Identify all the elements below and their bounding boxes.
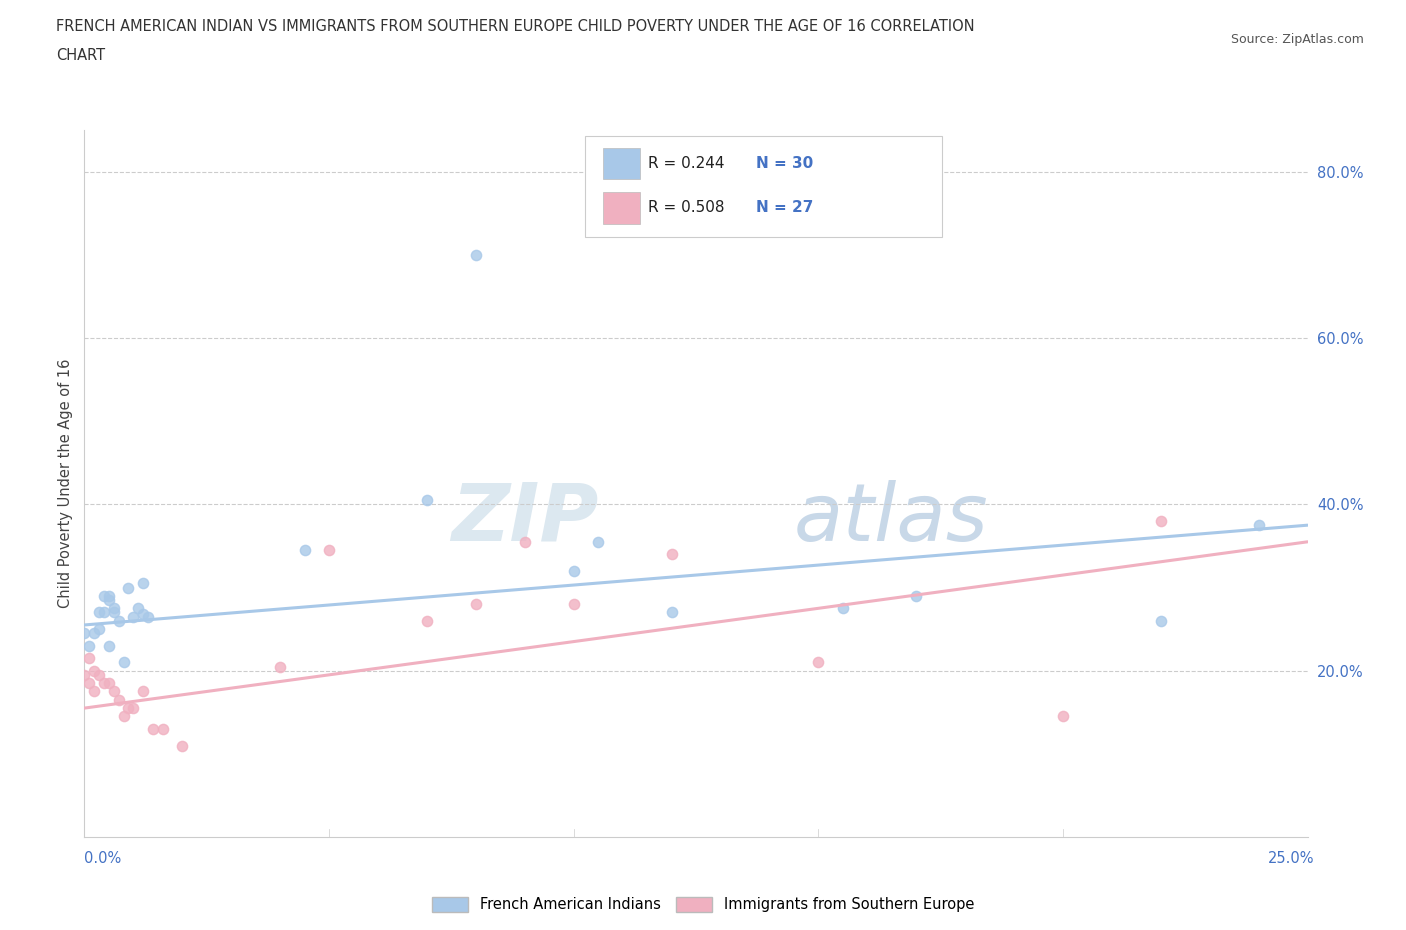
Point [152, 722, 174, 737]
Point [77, 676, 100, 691]
Point [562, 597, 585, 612]
Point [132, 684, 155, 699]
Point [562, 564, 585, 578]
Point [103, 601, 125, 616]
Point [142, 722, 165, 737]
Point [127, 601, 149, 616]
Point [132, 606, 155, 621]
Point [136, 609, 159, 624]
Point [93, 605, 115, 620]
Text: 0.0%: 0.0% [84, 851, 121, 866]
Text: Source: ZipAtlas.com: Source: ZipAtlas.com [1230, 33, 1364, 46]
Point [831, 601, 853, 616]
Point [464, 247, 486, 262]
Point [87, 605, 110, 620]
Point [416, 614, 439, 629]
Point [73, 626, 96, 641]
Text: R = 0.244: R = 0.244 [648, 156, 724, 171]
Text: atlas: atlas [794, 480, 988, 558]
Point [97, 638, 120, 653]
Point [97, 592, 120, 607]
Y-axis label: Child Poverty Under the Age of 16: Child Poverty Under the Age of 16 [58, 359, 73, 608]
Point [586, 535, 609, 550]
Point [117, 700, 139, 715]
Point [513, 535, 536, 550]
Legend: French American Indians, Immigrants from Southern Europe: French American Indians, Immigrants from… [426, 891, 980, 918]
Text: CHART: CHART [56, 48, 105, 63]
Point [87, 668, 110, 683]
Point [1150, 614, 1173, 629]
Text: R = 0.508: R = 0.508 [648, 200, 724, 215]
Point [661, 605, 683, 620]
Point [107, 614, 129, 629]
Point [77, 638, 100, 653]
Point [87, 621, 110, 636]
Text: ZIP: ZIP [451, 480, 598, 558]
Point [93, 589, 115, 604]
Point [661, 547, 683, 562]
Text: FRENCH AMERICAN INDIAN VS IMMIGRANTS FROM SOUTHERN EUROPE CHILD POVERTY UNDER TH: FRENCH AMERICAN INDIAN VS IMMIGRANTS FRO… [56, 19, 974, 33]
Text: N = 27: N = 27 [756, 200, 814, 215]
Point [1247, 518, 1270, 533]
Point [107, 692, 129, 707]
Point [93, 676, 115, 691]
Point [112, 709, 135, 724]
Point [103, 684, 125, 699]
Point [83, 684, 105, 699]
Text: N = 30: N = 30 [756, 156, 814, 171]
Point [416, 493, 439, 508]
Point [77, 651, 100, 666]
Point [132, 576, 155, 591]
Point [112, 655, 135, 670]
Point [122, 609, 145, 624]
Point [294, 543, 316, 558]
Point [1052, 709, 1074, 724]
Point [122, 700, 145, 715]
Point [464, 597, 486, 612]
Text: 25.0%: 25.0% [1268, 851, 1315, 866]
Point [172, 738, 194, 753]
Point [97, 676, 120, 691]
Point [83, 626, 105, 641]
Point [269, 659, 291, 674]
Point [97, 589, 120, 604]
Point [83, 663, 105, 678]
Point [1150, 513, 1173, 528]
Point [73, 668, 96, 683]
Point [103, 605, 125, 620]
Point [318, 543, 340, 558]
Point [905, 589, 928, 604]
Point [807, 655, 830, 670]
Point [117, 580, 139, 595]
